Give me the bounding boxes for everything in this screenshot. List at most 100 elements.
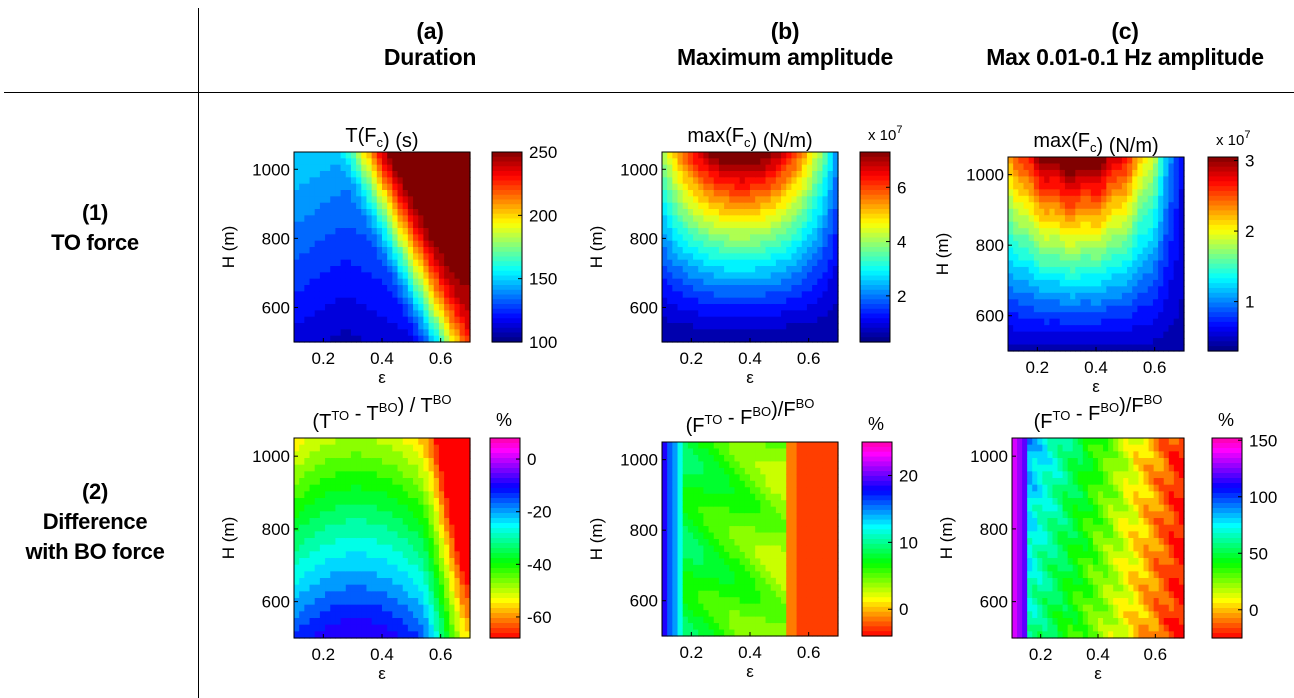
heatmap-cell [1101,325,1107,333]
heatmap-cell [765,171,772,178]
heatmap-cell [718,467,725,475]
heatmap-cell [402,518,409,526]
heatmap-cell [739,551,746,559]
heatmap-cell [682,272,689,280]
heatmap-cell [340,323,347,330]
heatmap-cell [713,259,720,267]
heatmap-cell [304,584,311,592]
heatmap-cell [703,558,710,566]
heatmap-cell [402,544,409,552]
heatmap-cell [418,183,425,191]
heatmap-cell [682,500,689,508]
heatmap-cell [724,196,730,204]
heatmap-cell [693,616,699,624]
heatmap-cell [423,196,430,204]
heatmap-cell [708,278,715,286]
x-axis-label: ε [746,368,754,387]
heatmap-cell [1163,331,1170,339]
heatmap-cell [1013,331,1019,339]
heatmap-cell [299,304,305,311]
heatmap-cell [822,335,829,343]
heatmap-cell [438,618,445,626]
heatmap-cell [1070,228,1076,236]
heatmap-cell [407,304,414,311]
heatmap-cell [713,323,720,330]
heatmap-cell [366,316,373,324]
heatmap-cell [1152,163,1159,171]
heatmap-cell [677,152,684,159]
heatmap-cell [413,531,419,539]
heatmap-cell [413,171,419,178]
heatmap-cell [791,278,798,286]
heatmap-cell [755,454,761,462]
heatmap-cell [682,454,689,462]
heatmap-cell [672,183,679,191]
heatmap-cell [314,171,321,178]
heatmap-cell [791,310,798,318]
heatmap-cell [464,611,471,619]
heatmap-cell [413,604,419,612]
heatmap-cell [1013,189,1019,197]
heatmap-cell [454,297,461,305]
heatmap-cell [304,438,311,446]
heatmap-cell [397,164,404,172]
heatmap-cell [729,513,736,521]
colorbar-segment [860,294,890,300]
heatmap-cell [330,498,337,506]
heatmap-cell [1023,305,1030,313]
heatmap-cell [392,611,399,619]
heatmap-cell [1090,163,1097,171]
heatmap-cell [724,571,730,579]
heatmap-cell [703,171,710,178]
heatmap-cell [801,196,808,204]
heatmap-cell [433,578,440,586]
heatmap-cell [672,610,679,618]
heatmap-cell [713,629,720,637]
heatmap-cell [775,259,782,267]
heatmap-cell [449,438,456,446]
heatmap-cell [402,285,409,292]
heatmap-cell [454,584,461,592]
heatmap-cell [304,444,311,452]
heatmap-cell [801,158,808,166]
heatmap-cell [350,544,357,552]
heatmap-cell [397,190,404,197]
heatmap-cell [1064,221,1071,229]
y-tick-label: 1000 [252,447,290,466]
heatmap-cell [1028,208,1035,216]
heatmap-cell [407,253,414,261]
heatmap-cell [371,335,378,343]
heatmap-cell [682,253,689,261]
heatmap-cell [407,196,414,204]
heatmap-cell [361,247,368,254]
heatmap-cell [325,544,331,552]
heatmap-cell [827,215,834,223]
heatmap-cell [724,623,730,631]
heatmap-cell [687,603,694,611]
heatmap-cell [464,259,471,267]
heatmap-cell [402,259,409,267]
heatmap-cell [1116,169,1123,177]
heatmap-cell [350,171,357,178]
heatmap-cell [693,291,699,299]
heatmap-cell [366,504,373,512]
heatmap-cell [755,506,761,514]
heatmap-cell [1096,292,1102,300]
heatmap-cell [1163,254,1170,262]
heatmap-cell [698,158,705,166]
heatmap-cell [325,618,331,626]
heatmap-cell [438,158,445,166]
heatmap-cell [361,278,368,286]
heatmap-cell [682,323,689,330]
heatmap-cell [459,598,466,606]
heatmap-cell [806,202,813,210]
heatmap-cell [1085,292,1092,300]
heatmap-cell [698,597,705,605]
heatmap-cell [724,493,730,501]
heatmap-cell [687,474,694,482]
heatmap-cell [433,272,440,280]
heatmap-cell [444,624,450,632]
heatmap-cell [1018,286,1025,294]
heatmap-cell [459,266,466,273]
heatmap-cell [801,240,808,248]
